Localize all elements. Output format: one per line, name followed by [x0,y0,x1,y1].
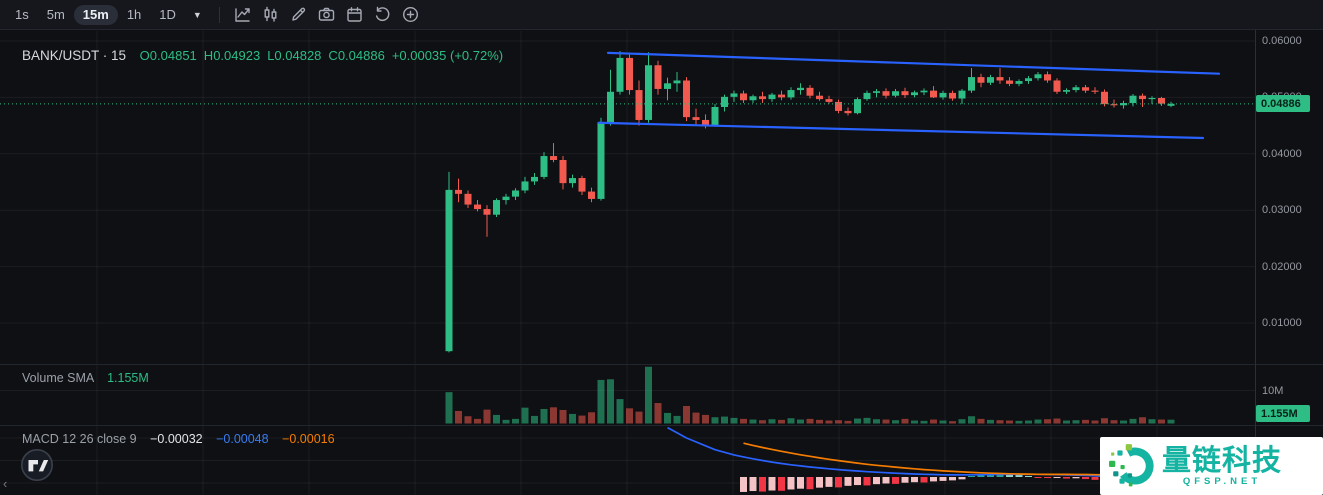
interval-button-15m[interactable]: 15m [73,4,118,25]
interval-button-1h[interactable]: 1h [126,6,142,22]
macd-signal-value: −0.00016 [282,432,335,446]
open-value: 0.04851 [149,48,197,63]
high-value: 0.04923 [213,48,261,63]
candles-icon[interactable] [257,2,285,28]
low-label: L [267,48,275,63]
price-tick-label: 0.01000 [1262,317,1302,329]
plus-circle-icon[interactable] [397,2,425,28]
volume-legend-title: Volume SMA [22,371,94,385]
close-value: 0.04886 [337,48,385,63]
volume-legend-value: 1.155M [107,371,149,385]
price-tick-label: 0.02000 [1262,260,1302,273]
pencil-icon[interactable] [285,2,313,28]
macd-line-value: −0.00048 [216,432,269,446]
brand-name: 量链科技 [1162,443,1283,477]
brand-watermark: 量链科技 QFSP.NET [1100,437,1323,495]
current-volume-badge: 1.155M [1256,405,1310,422]
macd-hist-value: −0.00032 [150,432,203,446]
undo-icon[interactable] [369,2,397,28]
interval-button-5m[interactable]: 5m [46,6,65,22]
interval-button-1D[interactable]: 1D [159,6,176,22]
volume-legend: Volume SMA 1.155M [22,371,149,385]
symbol-name: BANK/USDT · 15 [22,48,127,63]
volume-tick-label: 10M [1262,384,1284,397]
low-value: 0.04828 [274,48,322,63]
price-tick-label: 0.06000 [1262,35,1302,47]
close-label: C [328,48,338,63]
open-label: O [139,48,150,63]
pane-separator-macd[interactable] [0,425,1323,426]
brand-logo-icon [1109,444,1154,487]
current-price-badge: 0.04886 [1256,95,1310,113]
symbol-legend: BANK/USDT · 15 O0.04851 H0.04923 L0.04828 C… [22,48,503,63]
interval-button-1s[interactable]: 1s [15,6,29,22]
calendar-icon[interactable] [341,2,369,28]
tradingview-logo[interactable] [20,448,54,482]
top-toolbar: 1s 5m 15m 1h 1D ▼ [0,0,1323,30]
high-label: H [203,48,214,63]
pane-separator-volume[interactable] [0,364,1323,365]
macd-legend-title: MACD 12 26 close 9 [22,432,137,446]
price-tick-label: 0.03000 [1262,204,1302,217]
price-tick-label: 0.04000 [1262,147,1302,160]
toolbar-divider [218,6,220,23]
brand-site: QFSP.NET [1182,476,1262,487]
price-axis-border[interactable] [1255,30,1256,495]
macd-legend: MACD 12 26 close 9 −0.00032 −0.00048 −0.… [22,432,335,446]
chevron-down-icon[interactable]: ▼ [192,9,202,20]
chart-line-icon[interactable] [229,2,257,28]
interval-button-group: 1s 5m 15m 1h 1D [6,4,185,25]
chevron-left-icon[interactable]: ‹ [3,476,8,491]
camera-icon[interactable] [313,2,341,28]
change-value: +0.00035 (+0.72%) [391,48,504,63]
